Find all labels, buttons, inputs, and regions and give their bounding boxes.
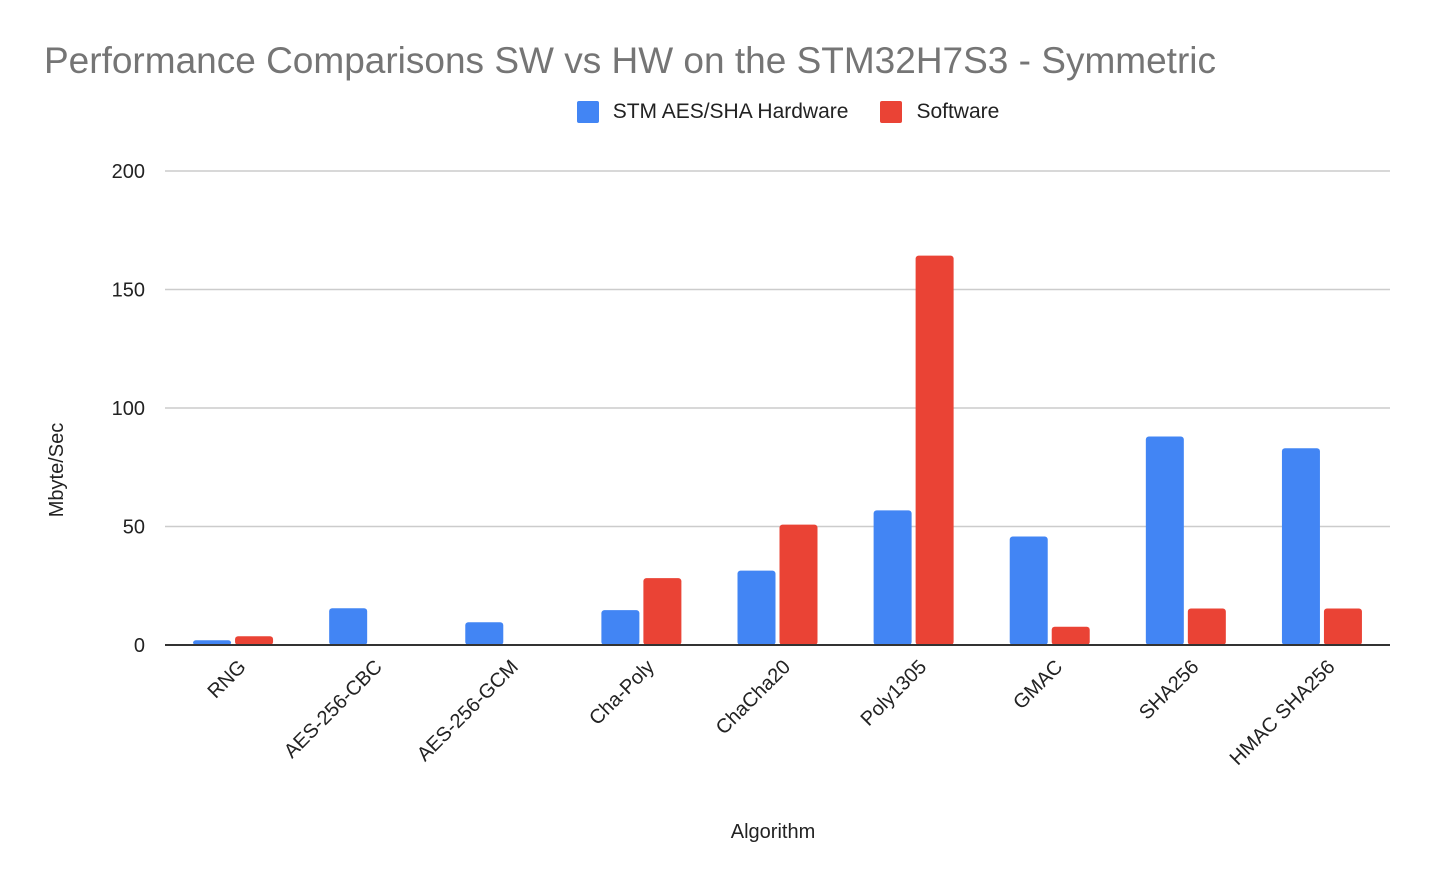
x-tick-label: HMAC SHA256: [1226, 656, 1340, 770]
chart-title: Performance Comparisons SW vs HW on the …: [44, 40, 1216, 81]
y-tick-label: 200: [112, 161, 145, 183]
y-axis-label: Mbyte/Sec: [46, 423, 68, 517]
legend-swatch-hardware: [576, 101, 599, 123]
legend-swatch-software: [880, 101, 903, 123]
bar-hardware: [193, 640, 232, 645]
x-tick-label: ChaCha20: [712, 656, 795, 739]
y-tick-label: 100: [112, 398, 145, 420]
bar-software: [1187, 608, 1226, 645]
bar-hardware: [737, 570, 776, 645]
x-tick-label: GMAC: [1009, 656, 1067, 714]
x-tick-label: SHA256: [1135, 656, 1203, 724]
bar-software: [235, 636, 274, 645]
bar-hardware: [1281, 448, 1320, 645]
bar-hardware: [1009, 536, 1048, 645]
x-tick-label: AES-256-GCM: [413, 656, 523, 766]
bar-software: [643, 578, 682, 645]
bar-software: [1323, 608, 1362, 645]
bar-software: [779, 524, 818, 645]
x-tick-label: RNG: [204, 656, 251, 703]
x-tick-label: AES-256-CBC: [280, 656, 387, 763]
x-axis-label: Algorithm: [731, 821, 815, 843]
bar-hardware: [465, 622, 504, 645]
legend-label-hardware: STM AES/SHA Hardware: [612, 100, 849, 123]
legend-item-hardware: STM AES/SHA Hardware: [576, 100, 849, 124]
legend-label-software: Software: [916, 100, 1000, 123]
bar-hardware: [601, 610, 640, 645]
bar-hardware: [873, 510, 912, 645]
bar-hardware: [1145, 436, 1184, 645]
bar-software: [1051, 626, 1090, 645]
y-tick-label: 50: [123, 517, 145, 539]
y-tick-label: 0: [134, 635, 145, 657]
legend: STM AES/SHA Hardware Software: [0, 100, 1436, 124]
y-tick-label: 150: [112, 280, 145, 302]
legend-item-software: Software: [880, 100, 999, 124]
bar-hardware: [329, 608, 368, 645]
x-tick-label: Cha-Poly: [585, 656, 659, 730]
bar-software: [915, 255, 954, 645]
x-tick-label: Poly1305: [857, 656, 932, 731]
